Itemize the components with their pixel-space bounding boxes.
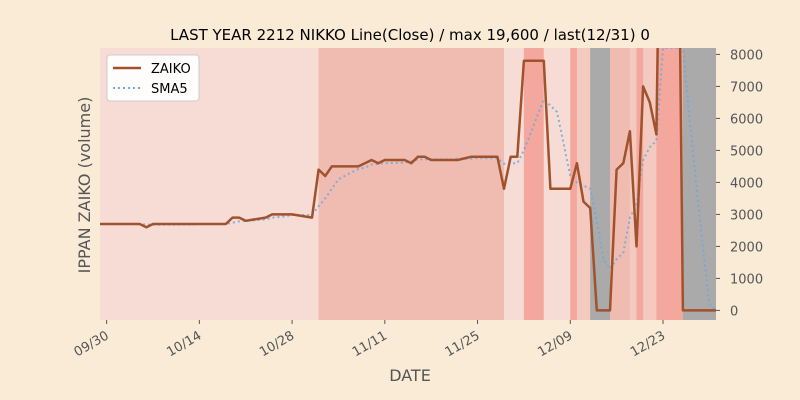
x-tick-label: 10/14 [164,328,204,360]
series-zaiko-line [100,48,716,312]
band-6 [570,48,577,320]
x-axis: 09/30 10/14 10/28 11/11 11/25 12/09 12/23 [72,320,668,360]
y-axis-label: IPPAN ZAIKO (volume) [75,97,94,274]
y-tick-label: 6000 [730,112,763,127]
band-10 [656,48,683,320]
band-4 [523,48,544,320]
band-11 [682,48,716,320]
x-tick-label: 12/09 [535,328,575,360]
y-tick-label: 3000 [730,208,763,223]
band-7 [590,48,611,320]
x-tick-label: 10/28 [257,328,297,360]
legend: ZAIKO SMA5 [106,54,200,102]
x-tick-label: 11/25 [443,328,483,360]
x-tick-label: 11/11 [350,328,390,360]
band-0 [100,48,107,320]
series-layer [100,48,716,312]
y-tick-label: 8000 [730,48,763,63]
legend-zaiko-label: ZAIKO [151,62,191,77]
band-5 [543,48,571,320]
y-tick-label: 5000 [730,144,763,159]
y-tick-label: 4000 [730,176,763,191]
band-8 [610,48,630,320]
legend-box [106,54,200,102]
legend-sma5-label: SMA5 [151,82,188,97]
y-tick-label: 2000 [730,240,763,255]
y-tick-label: 0 [730,304,738,319]
y-tick-label: 1000 [730,272,763,287]
x-tick-label: 12/23 [628,328,668,360]
highlight-bands [100,48,716,320]
x-axis-label: DATE [389,366,431,385]
y-axis: 0 1000 2000 3000 4000 5000 6000 7000 8000 [716,48,763,319]
y-tick-label: 7000 [730,80,763,95]
x-tick-label: 09/30 [72,328,112,360]
chart-title: LAST YEAR 2212 NIKKO Line(Close) / max 1… [170,26,650,44]
band-2 [318,48,505,320]
